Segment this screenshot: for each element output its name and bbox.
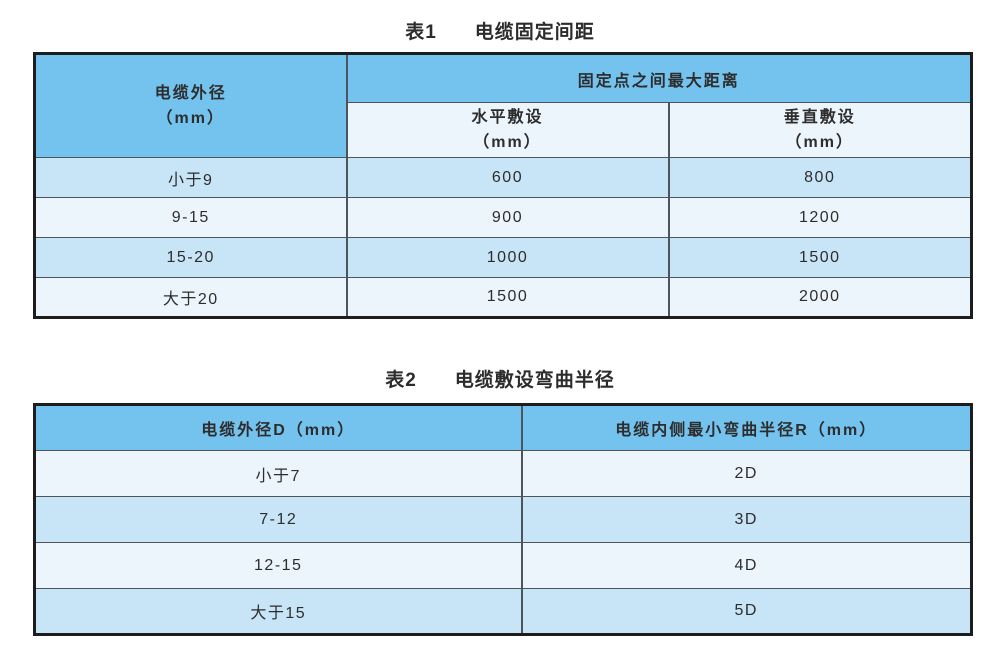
table2-row: 12-15 4D [33,542,973,589]
horizontal-cell: 900 [345,197,670,238]
table1-title: 表1 电缆固定间距 [0,17,1000,44]
diameter-cell: 15-20 [33,237,348,278]
table2-header-cable-diameter: 电缆外径D（mm） [33,404,523,451]
table2-header-min-bend-radius: 电缆内侧最小弯曲半径R（mm） [520,404,973,451]
horizontal-cell: 600 [345,157,670,198]
header-line: 电缆外径 [154,85,227,102]
radius-cell: 2D [520,450,973,497]
header-line: （mm） [785,134,854,151]
table1-title-number: 表1 [405,22,437,43]
diameter-cell: 大于20 [33,277,348,318]
diameter-cell: 小于9 [33,157,348,198]
header-line: （mm） [156,110,225,127]
table1-header-horizontal: 水平敷设 （mm） [345,102,670,158]
diameter-cell: 小于7 [33,450,523,497]
table1-row: 小于9 600 800 [33,157,973,198]
diameter-cell: 12-15 [33,542,523,589]
header-line: （mm） [473,134,542,151]
table1-header-row-top: 电缆外径 （mm） 固定点之间最大距离 [33,53,973,158]
table2-title: 表2 电缆敷设弯曲半径 [0,365,1000,392]
vertical-cell: 2000 [667,277,973,318]
table1-row: 大于20 1500 2000 [33,277,973,318]
table2-title-number: 表2 [385,370,417,391]
cable-fixing-spacing-table: 电缆外径 （mm） 固定点之间最大距离 水平敷设 （mm） 垂直敷设 （mm） … [33,52,974,319]
table1-row: 15-20 1000 1500 [33,237,973,278]
radius-cell: 5D [520,588,973,635]
table1-header-row-sub: 水平敷设 （mm） 垂直敷设 （mm） [35,102,973,158]
diameter-cell: 大于15 [33,588,523,635]
table1-title-text: 电缆固定间距 [474,22,595,43]
table1-header-max-distance: 固定点之间最大距离 [345,53,973,103]
radius-cell: 4D [520,542,973,589]
vertical-cell: 1500 [667,237,973,278]
table2-row: 大于15 5D [33,588,973,635]
table1-row: 9-15 900 1200 [33,197,973,238]
header-line: 水平敷设 [471,109,544,126]
diameter-cell: 9-15 [33,197,348,238]
diameter-cell: 7-12 [33,496,523,543]
header-line: 垂直敷设 [783,109,856,126]
horizontal-cell: 1000 [345,237,670,278]
table2-row: 7-12 3D [33,496,973,543]
table1-header-vertical: 垂直敷设 （mm） [667,102,973,158]
table2-row: 小于7 2D [33,450,973,497]
table2-title-text: 电缆敷设弯曲半径 [454,370,615,391]
horizontal-cell: 1500 [345,277,670,318]
radius-cell: 3D [520,496,973,543]
cable-bending-radius-table: 电缆外径D（mm） 电缆内侧最小弯曲半径R（mm） 小于7 2D 7-12 3D… [33,403,973,636]
vertical-cell: 800 [667,157,973,198]
table2-header-row: 电缆外径D（mm） 电缆内侧最小弯曲半径R（mm） [33,404,973,451]
vertical-cell: 1200 [667,197,973,238]
table1-header-cable-diameter: 电缆外径 （mm） [33,53,348,158]
